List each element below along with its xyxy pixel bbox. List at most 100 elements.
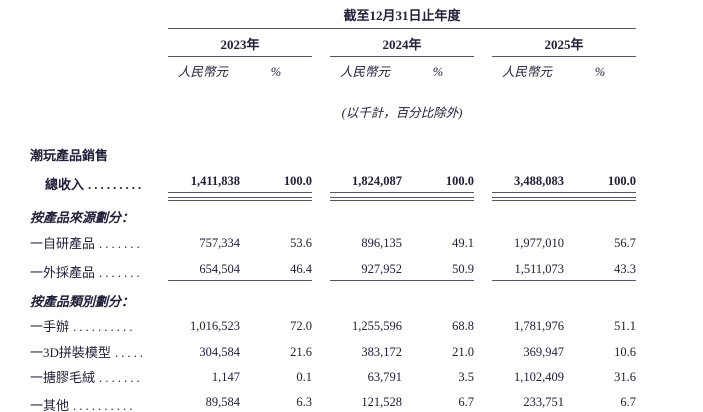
currency-header-2025: 人民幣元: [502, 65, 553, 79]
value-2024-rmb: 63,791: [367, 370, 402, 384]
value-2024-rmb: 1,255,596: [352, 319, 402, 333]
currency-header-2023: 人民幣元: [178, 65, 229, 79]
financial-table: 截至12月31日止年度 2023年 2024年 2025年 人民幣元 % 人民幣…: [30, 8, 636, 412]
value-2025-rmb: 369,947: [523, 345, 564, 359]
value-2023-pct: 46.4: [240, 261, 312, 281]
section-title: 潮玩產品銷售: [30, 148, 109, 163]
row-label-text: 總收入: [45, 177, 85, 192]
value-2024-pct: 21.0: [452, 345, 474, 359]
row-label-text: 一其他: [30, 398, 70, 412]
row-label: 一手辦..........: [30, 318, 168, 335]
value-2025-rmb: 1,781,976: [514, 319, 564, 333]
table-row-externally-sourced: 一外採產品....... 654,504 46.4 927,952 50.9 1…: [30, 261, 636, 281]
percent-header-2025: %: [594, 65, 606, 79]
year-header-2024: 2024年: [330, 29, 474, 57]
dot-leader: .....: [114, 345, 147, 360]
value-2025-rmb: 1,102,409: [514, 370, 564, 384]
value-2025-pct: 10.6: [614, 345, 636, 359]
row-label: 一外採產品.......: [30, 264, 168, 281]
value-2024-rmb: 896,135: [361, 236, 402, 250]
value-2023-pct: 53.6: [290, 236, 312, 250]
total-double-rule: [564, 197, 636, 201]
year-header-2023: 2023年: [168, 29, 312, 57]
table-header-year-row: 2023年 2024年 2025年: [30, 29, 636, 57]
value-2024-pct: 100.0: [402, 173, 474, 193]
subheading-by-source: 按產品來源劃分：: [30, 210, 135, 225]
row-label: 一3D拼裝模型.....: [30, 344, 168, 361]
dot-leader: .........: [88, 177, 145, 192]
value-2023-pct: 100.0: [240, 173, 312, 193]
value-2023-rmb: 304,584: [199, 345, 240, 359]
table-row-self-developed: 一自研產品....... 757,334 53.6 896,135 49.1 1…: [30, 235, 636, 252]
dot-leader: ..........: [73, 319, 136, 334]
value-2025-pct: 51.1: [614, 319, 636, 333]
table-note-row: (以千計，百分比除外): [30, 80, 636, 121]
row-label-text: 一外採產品: [30, 265, 96, 280]
total-double-rule-row: [30, 197, 636, 201]
value-2025-rmb: 1,977,010: [514, 236, 564, 250]
value-2024-pct: 68.8: [452, 319, 474, 333]
row-label-text: 一自研產品: [30, 236, 96, 251]
value-2025-rmb: 1,511,073: [492, 261, 564, 281]
value-2025-pct: 31.6: [614, 370, 636, 384]
value-2023-rmb: 89,584: [168, 394, 240, 412]
total-double-rule: [168, 197, 240, 201]
table-header-unit-row: 人民幣元 % 人民幣元 % 人民幣元 %: [30, 57, 636, 80]
value-2025-pct: 6.7: [564, 394, 636, 412]
table-row-vinyl-plush: 一搪膠毛絨....... 1,147 0.1 63,791 3.5 1,102,…: [30, 369, 636, 386]
value-2023-pct: 21.6: [290, 345, 312, 359]
table-row-3d-models: 一3D拼裝模型..... 304,584 21.6 383,172 21.0 3…: [30, 344, 636, 361]
dot-leader: .......: [99, 265, 143, 280]
percent-header-2023: %: [270, 65, 282, 79]
row-label-text: 一搪膠毛絨: [30, 370, 96, 385]
value-2023-pct: 72.0: [290, 319, 312, 333]
row-label: 一自研產品.......: [30, 235, 168, 252]
value-2024-pct: 50.9: [402, 261, 474, 281]
dot-leader: .......: [99, 370, 143, 385]
total-double-rule: [330, 197, 402, 201]
table-header-period-row: 截至12月31日止年度: [30, 8, 636, 29]
year-header-2025: 2025年: [492, 29, 636, 57]
subheading-by-source-row: 按產品來源劃分：: [30, 209, 636, 226]
period-header: 截至12月31日止年度: [168, 8, 636, 29]
dot-leader: .......: [99, 236, 143, 251]
section-title-row: 潮玩產品銷售: [30, 147, 636, 164]
dot-leader: ..........: [73, 398, 136, 412]
row-label-text: 一3D拼裝模型: [30, 345, 111, 360]
total-double-rule: [492, 197, 564, 201]
value-2025-pct: 100.0: [564, 173, 636, 193]
table-row-others: 一其他.......... 89,584 6.3 121,528 6.7 233…: [30, 394, 636, 412]
value-2023-pct: 6.3: [240, 394, 312, 412]
unit-note: (以千計，百分比除外): [341, 106, 463, 120]
currency-header-2024: 人民幣元: [340, 65, 391, 79]
table-row-figures: 一手辦.......... 1,016,523 72.0 1,255,596 6…: [30, 318, 636, 335]
value-2023-rmb: 654,504: [168, 261, 240, 281]
value-2025-pct: 43.3: [564, 261, 636, 281]
subheading-by-category: 按產品類別劃分：: [30, 294, 135, 309]
total-double-rule: [402, 197, 474, 201]
row-label: 一其他..........: [30, 397, 168, 412]
value-2023-rmb: 1,016,523: [190, 319, 240, 333]
row-label: 總收入.........: [30, 176, 168, 193]
total-double-rule: [240, 197, 312, 201]
table-row-total-revenue: 總收入......... 1,411,838 100.0 1,824,087 1…: [30, 173, 636, 193]
value-2023-pct: 0.1: [296, 370, 312, 384]
value-2023-rmb: 1,147: [211, 370, 240, 384]
value-2024-pct: 49.1: [452, 236, 474, 250]
percent-header-2024: %: [432, 65, 444, 79]
value-2024-rmb: 1,824,087: [330, 173, 402, 193]
value-2025-rmb: 3,488,083: [492, 173, 564, 193]
value-2024-pct: 6.7: [402, 394, 474, 412]
value-2025-pct: 56.7: [614, 236, 636, 250]
value-2023-rmb: 1,411,838: [168, 173, 240, 193]
value-2025-rmb: 233,751: [492, 394, 564, 412]
subheading-by-category-row: 按產品類別劃分：: [30, 293, 636, 310]
value-2024-rmb: 927,952: [330, 261, 402, 281]
value-2024-rmb: 121,528: [330, 394, 402, 412]
row-label: 一搪膠毛絨.......: [30, 369, 168, 386]
value-2024-pct: 3.5: [458, 370, 474, 384]
value-2024-rmb: 383,172: [361, 345, 402, 359]
value-2023-rmb: 757,334: [199, 236, 240, 250]
row-label-text: 一手辦: [30, 319, 70, 334]
